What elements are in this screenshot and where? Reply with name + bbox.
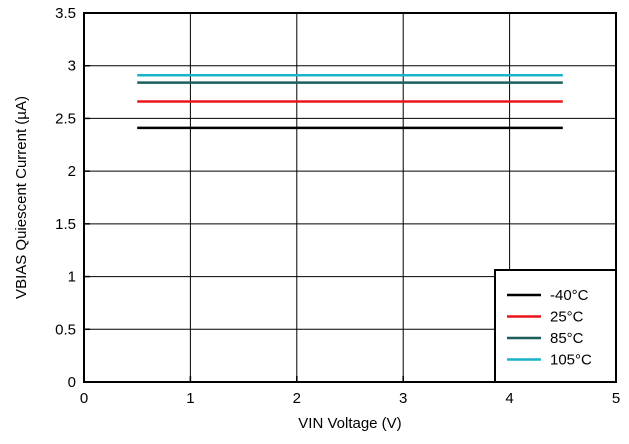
legend: -40°C 25°C 85°C 105°C bbox=[494, 269, 617, 383]
y-tick-label: 3 bbox=[68, 58, 76, 75]
y-tick-label: 0 bbox=[68, 374, 76, 391]
x-tick-label: 5 bbox=[612, 390, 620, 407]
x-tick-label: 0 bbox=[80, 390, 88, 407]
x-axis-title: VIN Voltage (V) bbox=[298, 415, 401, 432]
legend-box bbox=[494, 269, 617, 383]
series-lines bbox=[137, 73, 563, 130]
x-tick-label: 4 bbox=[505, 390, 513, 407]
y-tick-label: 2 bbox=[68, 163, 76, 180]
y-tick-label: 2.5 bbox=[55, 110, 76, 127]
legend-label: 85°C bbox=[550, 330, 584, 347]
legend-label: 25°C bbox=[550, 309, 584, 326]
y-tick-label: 1 bbox=[68, 269, 76, 286]
legend-label: 105°C bbox=[550, 352, 592, 369]
x-tick-label: 3 bbox=[399, 390, 407, 407]
y-tick-label: 1.5 bbox=[55, 216, 76, 233]
x-tick-label: 1 bbox=[186, 390, 194, 407]
tick-labels: 0 1 2 3 4 5 0 0.5 1 1.5 2 2.5 3 3.5 bbox=[55, 5, 620, 407]
y-tick-label: 0.5 bbox=[55, 321, 76, 338]
x-tick-label: 2 bbox=[293, 390, 301, 407]
y-tick-label: 3.5 bbox=[55, 5, 76, 22]
plot-frame bbox=[83, 12, 617, 383]
y-axis-title: VBIAS Quiescent Current (µA) bbox=[13, 96, 30, 299]
legend-label: -40°C bbox=[550, 287, 589, 304]
